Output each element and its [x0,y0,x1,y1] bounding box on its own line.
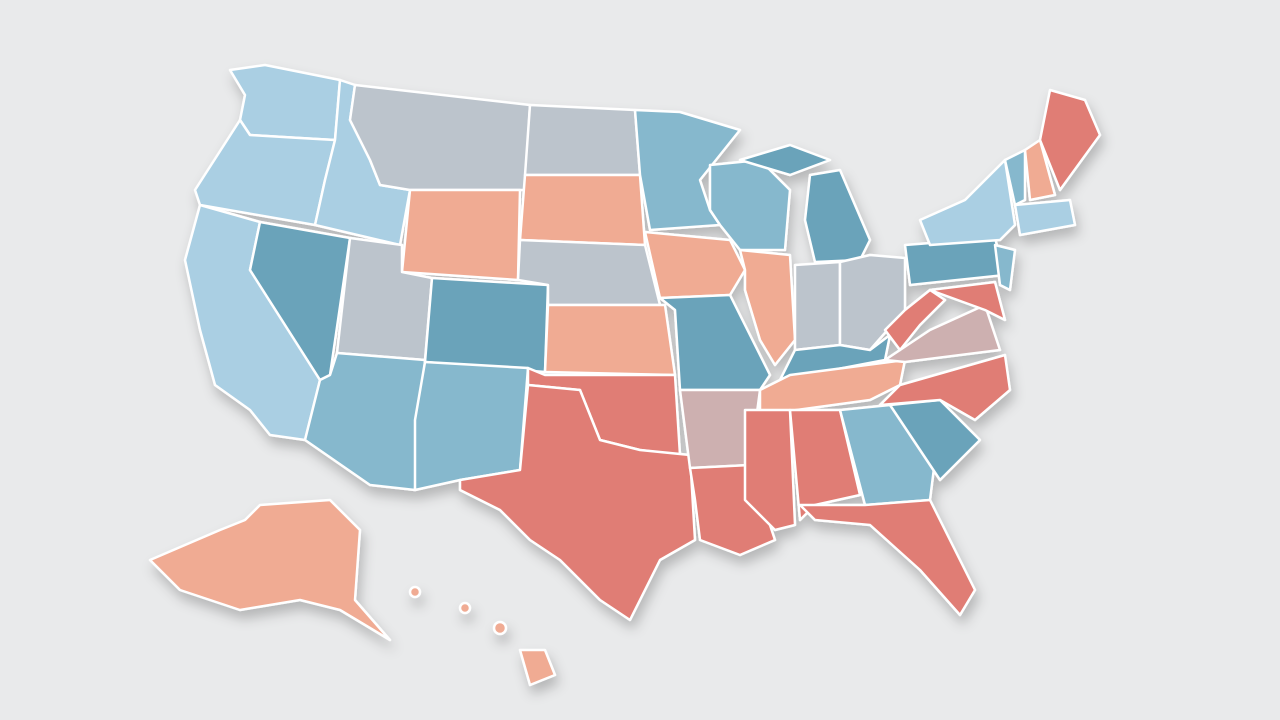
new-york [918,158,1017,247]
indiana [793,260,842,352]
maine [1038,88,1102,192]
wyoming [400,188,522,282]
wisconsin [708,158,792,252]
hawaii [518,648,557,687]
west-virginia [883,288,947,352]
hawaii-island [408,585,422,599]
new-hampshire [1023,138,1057,202]
hawaii-island [492,620,508,636]
alabama [788,408,862,522]
virginia [883,303,1002,364]
new-jersey [993,243,1017,292]
hawaii-island [458,601,472,615]
michigan [803,168,872,264]
michigan-upper [738,143,832,177]
kansas [543,303,677,377]
alaska [148,498,392,642]
iowa [643,230,747,300]
montana [348,83,532,192]
pennsylvania [903,236,1007,287]
southern-new-england [1013,198,1077,237]
states [148,63,1102,687]
vermont [1003,148,1027,207]
north-carolina [878,353,1012,422]
north-dakota [523,103,642,177]
illinois [738,248,797,367]
maryland [928,280,1007,322]
florida [798,498,977,617]
texas [458,383,697,622]
colorado [423,276,550,374]
south-dakota [518,173,647,247]
mississippi [743,408,797,532]
